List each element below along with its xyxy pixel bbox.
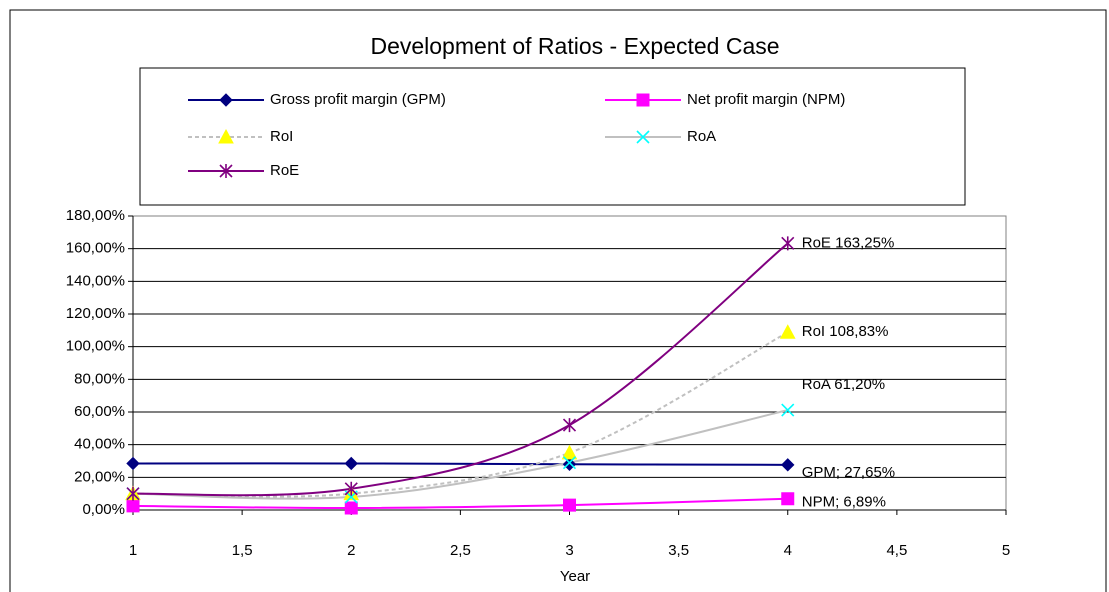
x-tick-label: 2 xyxy=(347,542,355,559)
y-tick-label: 60,00% xyxy=(74,403,125,420)
marker xyxy=(126,499,140,513)
x-tick-label: 1,5 xyxy=(232,542,253,559)
legend-marker xyxy=(219,93,233,107)
x-tick-label: 4,5 xyxy=(886,542,907,559)
legend-label: RoA xyxy=(687,128,716,145)
y-tick-label: 160,00% xyxy=(66,240,125,257)
legend-label: RoI xyxy=(270,128,293,145)
data-label: RoE 163,25% xyxy=(802,234,895,251)
legend-marker xyxy=(636,130,650,144)
series-line xyxy=(132,242,789,497)
x-tick-label: 2,5 xyxy=(450,542,471,559)
y-tick-label: 20,00% xyxy=(74,468,125,485)
x-tick-label: 5 xyxy=(1002,542,1010,559)
legend-box xyxy=(139,67,966,206)
y-tick-label: 0,00% xyxy=(82,501,125,518)
data-label: RoI 108,83% xyxy=(802,323,889,340)
marker xyxy=(126,486,140,501)
marker xyxy=(781,458,795,472)
data-label: GPM; 27,65% xyxy=(802,464,895,481)
series-line xyxy=(132,497,788,510)
x-tick-label: 1 xyxy=(129,542,137,559)
y-tick-label: 100,00% xyxy=(66,338,125,355)
marker xyxy=(563,498,576,512)
marker xyxy=(126,456,140,471)
data-label: RoA 61,20% xyxy=(802,376,885,393)
legend-marker xyxy=(636,93,650,107)
chart-title: Development of Ratios - Expected Case xyxy=(370,33,779,59)
series-line xyxy=(132,462,788,466)
x-tick-label: 4 xyxy=(784,542,792,559)
marker xyxy=(781,403,795,417)
legend-label: RoE xyxy=(270,162,299,179)
marker xyxy=(562,457,577,471)
x-tick-label: 3,5 xyxy=(668,542,689,559)
legend-label: Gross profit margin (GPM) xyxy=(270,91,446,108)
legend-label: Net profit margin (NPM) xyxy=(687,91,845,108)
marker xyxy=(344,501,358,515)
x-tick-label: 3 xyxy=(565,542,573,559)
marker xyxy=(561,444,578,460)
marker xyxy=(562,456,577,470)
marker xyxy=(562,418,577,433)
legend-marker xyxy=(219,164,233,178)
y-tick-label: 80,00% xyxy=(74,370,125,387)
marker xyxy=(344,456,358,471)
marker xyxy=(781,492,795,506)
y-tick-label: 40,00% xyxy=(74,436,125,453)
legend-marker xyxy=(218,128,234,144)
y-tick-label: 180,00% xyxy=(66,207,125,224)
y-tick-label: 120,00% xyxy=(66,305,125,322)
series-line xyxy=(132,331,789,498)
y-tick-label: 140,00% xyxy=(66,272,125,289)
marker xyxy=(781,236,795,251)
marker xyxy=(344,481,358,496)
marker xyxy=(779,324,796,339)
x-axis-title: Year xyxy=(560,568,590,585)
series-line xyxy=(132,409,788,500)
data-label: NPM; 6,89% xyxy=(802,494,886,511)
